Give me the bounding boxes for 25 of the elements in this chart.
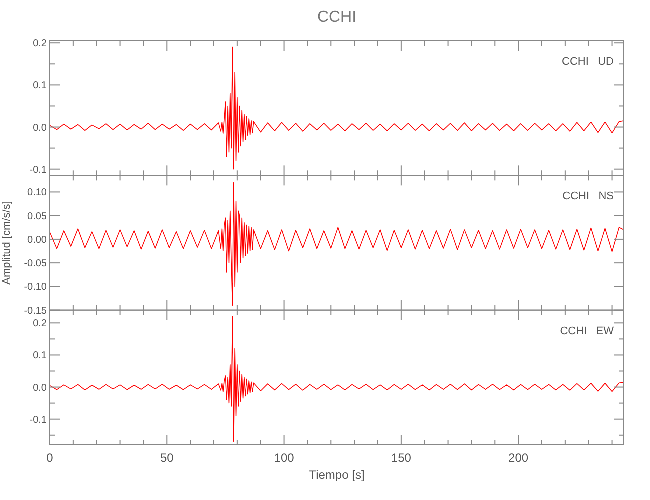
x-tick-label: 200 bbox=[508, 451, 529, 465]
annotation: CCHI NS bbox=[562, 190, 614, 203]
chart-title: CCHI bbox=[317, 9, 357, 26]
y-tick-label: 0.2 bbox=[33, 318, 48, 330]
annotation: CCHI UD bbox=[562, 56, 614, 68]
y-tick-label: 0.1 bbox=[33, 350, 48, 362]
x-tick-label: 50 bbox=[160, 451, 174, 465]
y-tick-label: 0.1 bbox=[33, 80, 48, 92]
y-tick-label: 0.10 bbox=[28, 188, 48, 199]
annotation: CCHI EW bbox=[560, 325, 615, 338]
y-tick-label: 0.00 bbox=[28, 234, 48, 246]
y-tick-label: 0.2 bbox=[33, 38, 48, 50]
y-tick-label: -0.15 bbox=[24, 306, 48, 317]
x-tick-label: 150 bbox=[391, 451, 412, 465]
y-tick-label: -0.1 bbox=[30, 164, 48, 176]
y-tick-label: 0.0 bbox=[33, 122, 48, 134]
y-tick-label: -0.1 bbox=[30, 414, 48, 426]
y-tick-label: -0.05 bbox=[24, 258, 48, 270]
y-tick-label: 0.0 bbox=[33, 382, 48, 394]
x-tick-label: 0 bbox=[46, 451, 54, 465]
x-tick-label: 100 bbox=[274, 451, 295, 465]
y-axis-title: Amplitud [cm/s/s] bbox=[1, 201, 13, 285]
x-axis-title: Tiempo [s] bbox=[309, 468, 365, 482]
y-tick-label: 0.05 bbox=[28, 211, 48, 222]
y-tick-label: -0.10 bbox=[24, 282, 48, 294]
